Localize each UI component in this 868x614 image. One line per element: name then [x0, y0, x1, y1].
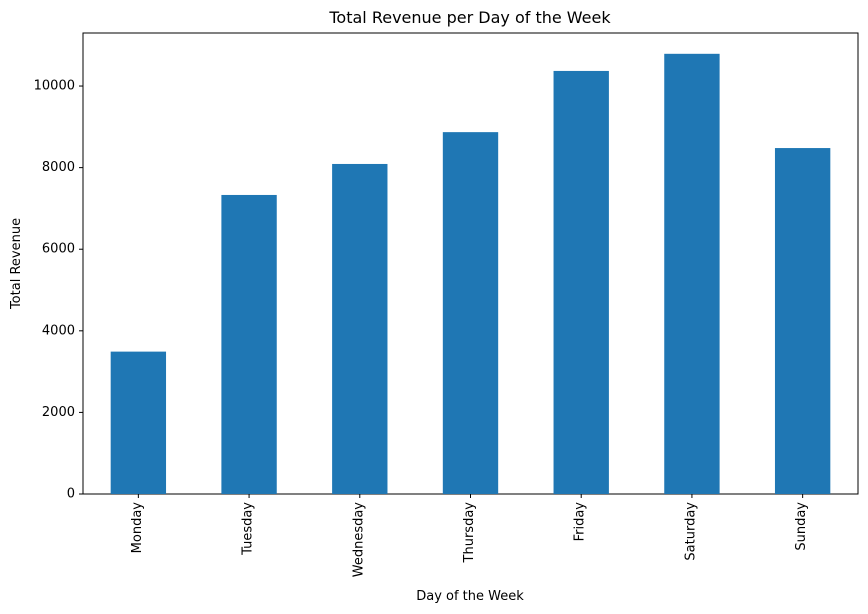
plot-area: Monday Tuesday Wednesday Thursday Friday Satu… [34, 32, 859, 577]
x-tick-label-friday: Friday [573, 502, 588, 542]
x-tick-label-monday: Monday [130, 502, 145, 554]
bar-monday [110, 351, 167, 494]
y-tick-label-0: 0 [67, 487, 75, 502]
y-tick-label-10000: 10000 [34, 79, 75, 94]
x-axis-label: Day of the Week [416, 589, 524, 604]
bar-tuesday [221, 194, 277, 494]
y-tick-label-6000: 6000 [42, 242, 75, 257]
bar-saturday [664, 53, 720, 495]
x-tick-label-tuesday: Tuesday [241, 502, 256, 556]
chart-title: Total Revenue per Day of the Week [328, 8, 611, 27]
y-tick-label-4000: 4000 [42, 323, 75, 338]
y-tick-label-2000: 2000 [42, 405, 75, 420]
x-axis-ticks: Monday Tuesday Wednesday Thursday Friday Satu… [130, 494, 809, 577]
y-axis-ticks: 0 2000 4000 6000 8000 10000 [34, 79, 83, 502]
y-tick-label-8000: 8000 [42, 160, 75, 175]
x-tick-label-saturday: Saturday [683, 502, 698, 561]
bars-group [110, 53, 831, 495]
bar-wednesday [332, 163, 388, 494]
x-tick-label-wednesday: Wednesday [351, 502, 366, 578]
bar-sunday [774, 148, 831, 495]
x-tick-label-thursday: Thursday [462, 502, 477, 564]
y-axis-label: Total Revenue [9, 218, 24, 310]
bar-friday [553, 70, 609, 494]
x-tick-label-sunday: Sunday [794, 502, 809, 551]
bar-thursday [442, 132, 499, 494]
